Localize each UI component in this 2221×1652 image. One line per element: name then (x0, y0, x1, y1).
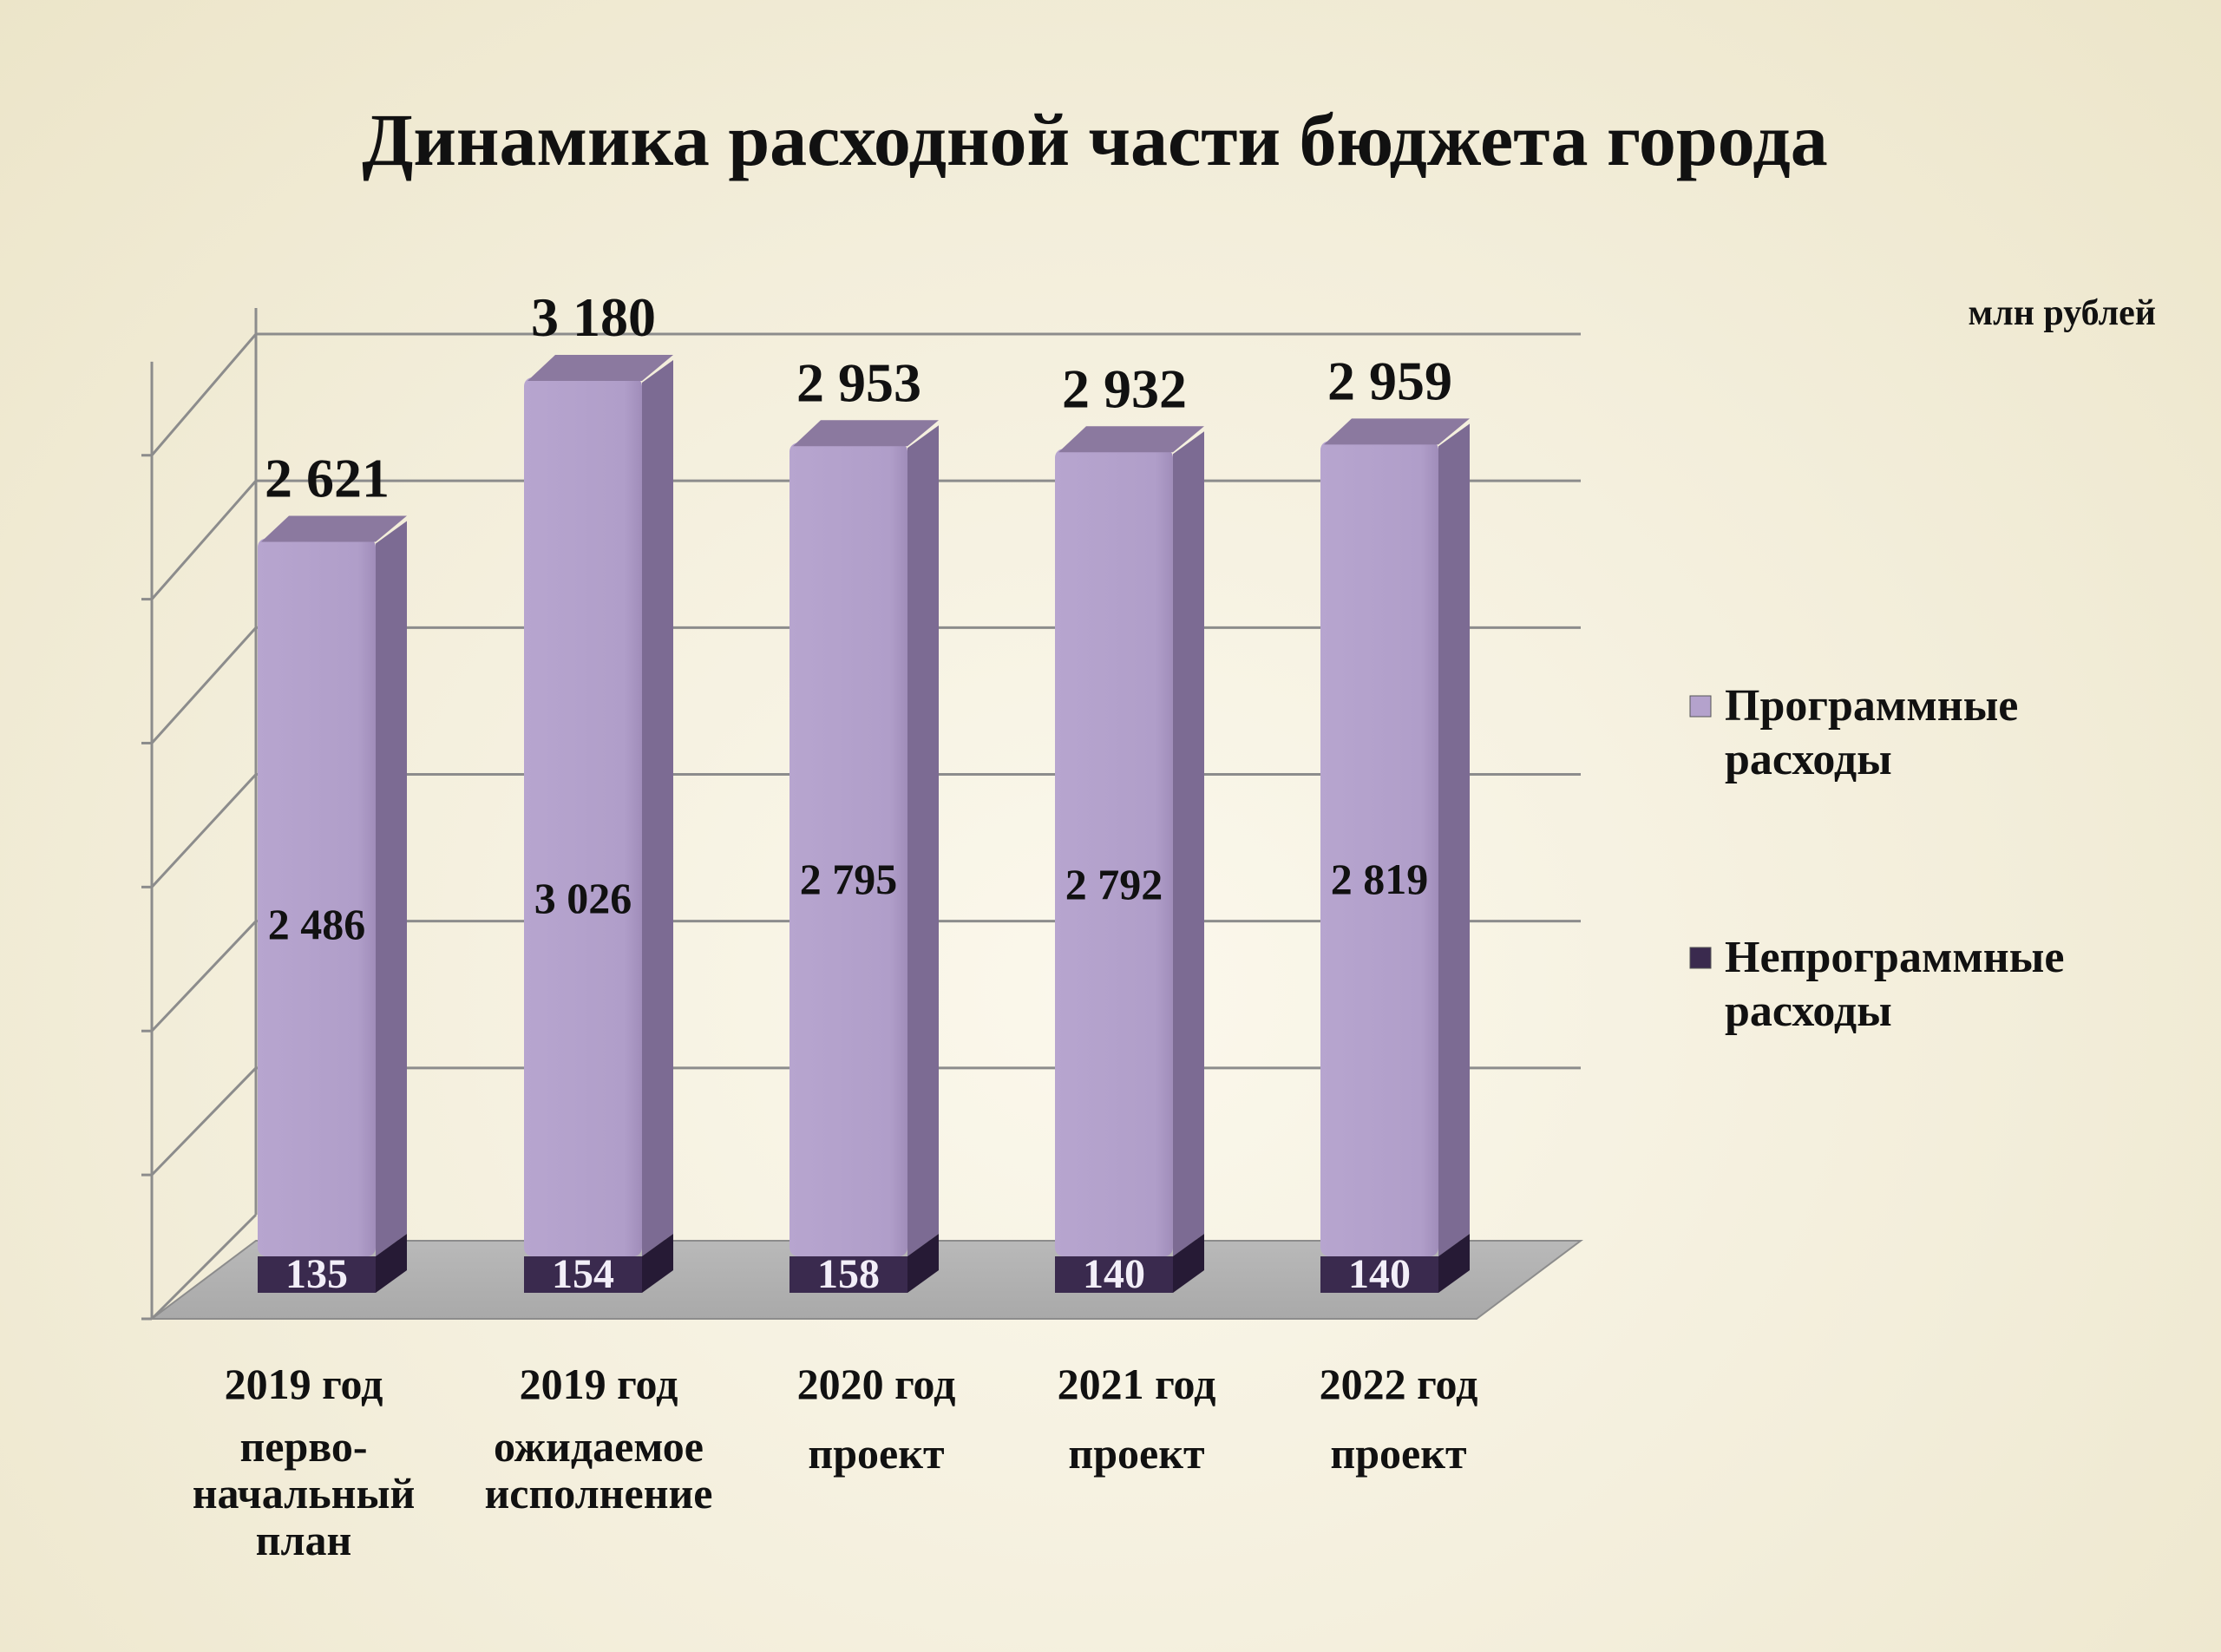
bar-side-dark (1173, 1234, 1204, 1293)
category-label: перво- (239, 1422, 367, 1471)
bar-side (1173, 431, 1204, 1256)
bar-neprogrammnye (524, 1256, 642, 1293)
category-label: проект (1068, 1429, 1204, 1478)
unit-label: млн рублей (1969, 293, 2156, 333)
legend-label: Непрограммные (1725, 933, 2064, 982)
bar-side (642, 360, 673, 1256)
category-label: 2019 год (225, 1360, 383, 1408)
bar-side-dark (1438, 1234, 1470, 1293)
legend-swatch (1689, 947, 1712, 969)
bar-top (793, 420, 939, 447)
bar-programmnye (524, 377, 642, 1256)
label-programmnye: 3 026 (534, 874, 632, 922)
label-total: 2 932 (1062, 357, 1187, 419)
bar-side (376, 521, 407, 1256)
label-total: 2 953 (796, 351, 921, 413)
bar-side (1438, 423, 1470, 1256)
gridline-diagonal (150, 773, 258, 888)
label-total: 2 621 (265, 447, 390, 508)
bar-neprogrammnye (789, 1256, 907, 1293)
gridline-diagonal (150, 480, 258, 600)
category-label: начальный (193, 1469, 416, 1518)
legend-label: расходы (1725, 735, 1892, 784)
bar-side (907, 425, 939, 1256)
label-neprogrammnye: 140 (1083, 1251, 1145, 1297)
label-total: 3 180 (531, 286, 656, 348)
bar-side-dark (907, 1234, 939, 1293)
category-label: план (256, 1516, 352, 1564)
bar-neprogrammnye (1055, 1256, 1173, 1293)
category-label: 2020 год (797, 1360, 956, 1408)
label-programmnye: 2 819 (1331, 855, 1429, 903)
legend-swatch (1689, 695, 1712, 718)
category-label: проект (1330, 1429, 1466, 1478)
category-label: 2019 год (520, 1360, 678, 1408)
bar-side-dark (642, 1234, 673, 1293)
legend-label: расходы (1725, 987, 1892, 1036)
bar-top (261, 515, 407, 542)
category-label: 2022 год (1320, 1360, 1478, 1408)
bars (258, 355, 1470, 1293)
bar-neprogrammnye (258, 1256, 376, 1293)
chart-title: Динамика расходной части бюджета города (362, 98, 1828, 181)
label-programmnye: 2 795 (800, 855, 898, 903)
gridline-diagonal (150, 1066, 258, 1177)
gridline-diagonal (150, 920, 258, 1032)
label-neprogrammnye: 135 (285, 1251, 348, 1297)
label-neprogrammnye: 140 (1348, 1251, 1411, 1297)
bar-programmnye (1320, 441, 1438, 1256)
data-labels: 135 2 486 2 621 154 3 026 3 180 158 2 795 2 953 1… (265, 286, 1452, 1297)
label-programmnye: 2 486 (268, 900, 366, 948)
bar-programmnye (1055, 449, 1173, 1256)
label-total: 2 959 (1327, 350, 1452, 411)
bar-programmnye (789, 442, 907, 1256)
gridline-diagonal (150, 1213, 258, 1321)
gridline-diagonal (150, 333, 258, 456)
legend-label: Программные (1725, 681, 2018, 731)
bar-neprogrammnye (1320, 1256, 1438, 1293)
category-label: 2021 год (1058, 1360, 1216, 1408)
bar-programmnye (258, 538, 376, 1256)
bar-top (1324, 418, 1470, 445)
category-label: ожидаемое (494, 1422, 704, 1471)
bar-top (527, 355, 673, 381)
category-label: исполнение (484, 1469, 712, 1518)
label-neprogrammnye: 158 (817, 1251, 880, 1297)
gridline-diagonal (150, 626, 258, 744)
bar-top (1058, 426, 1204, 453)
bar-side-dark (376, 1234, 407, 1293)
label-programmnye: 2 792 (1065, 860, 1163, 908)
label-neprogrammnye: 154 (552, 1251, 614, 1297)
category-label: проект (808, 1429, 944, 1478)
